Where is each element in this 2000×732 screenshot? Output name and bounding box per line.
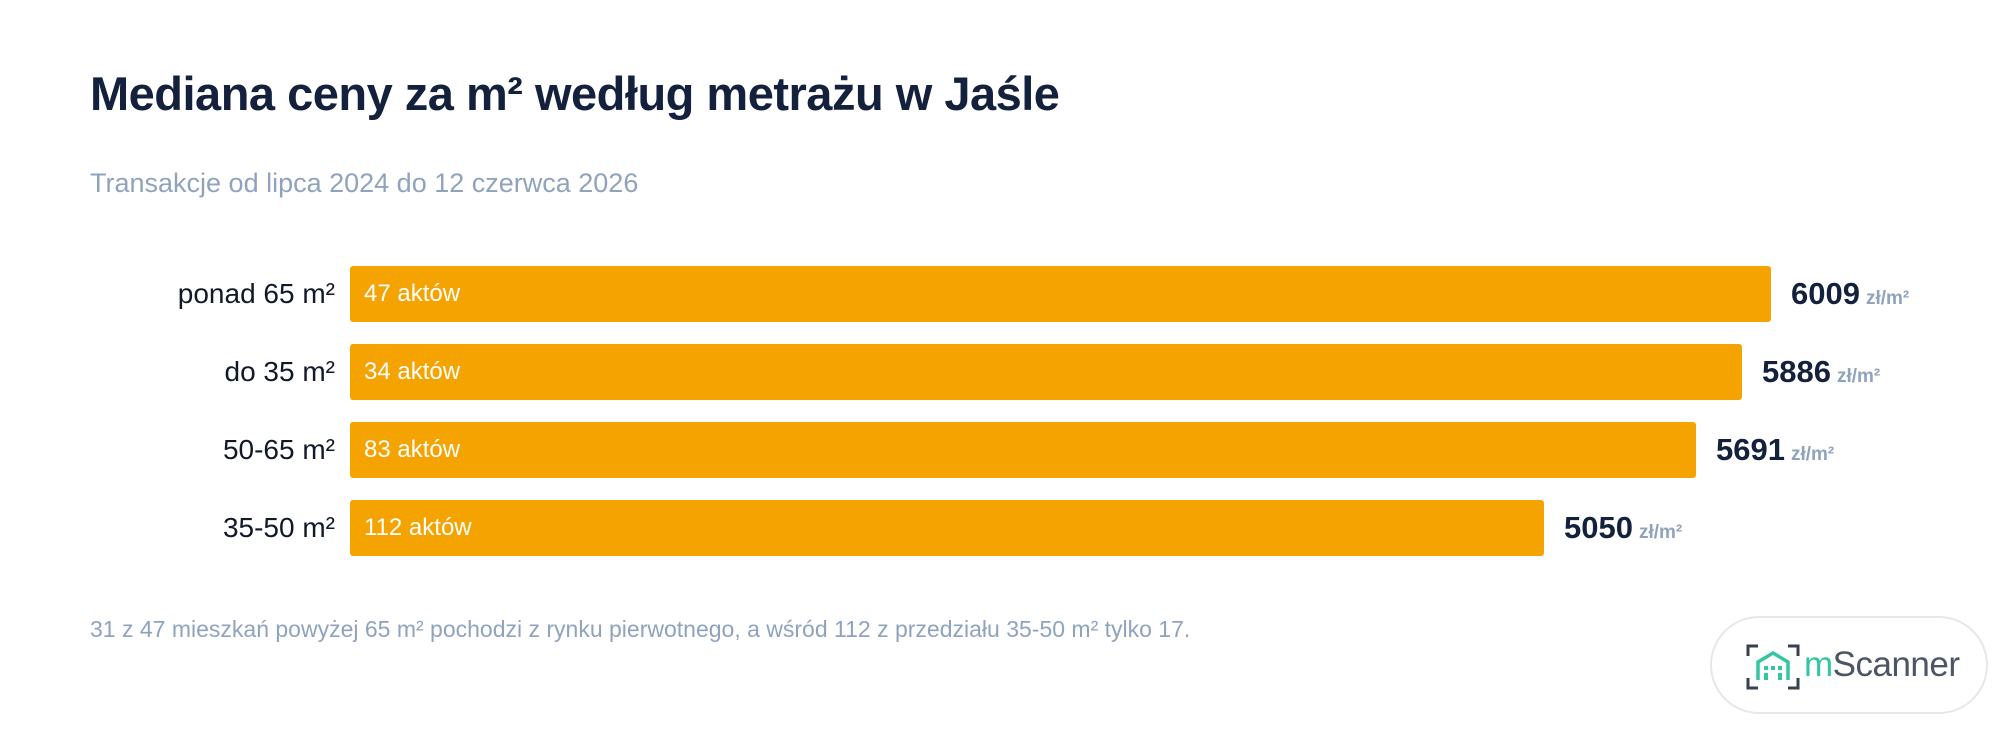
bar: 83 aktów <box>350 422 1696 478</box>
mscanner-logo: mScanner <box>1710 616 1988 714</box>
footnote: 31 z 47 mieszkań powyżej 65 m² pochodzi … <box>90 616 1191 642</box>
bar-count-label: 34 aktów <box>364 358 461 385</box>
value-number: 5050 <box>1564 510 1633 545</box>
bar-count-label: 83 aktów <box>364 436 461 463</box>
value-label: 6009 zł/m² <box>1791 266 1909 322</box>
bar-count-label: 112 aktów <box>364 514 472 541</box>
value-unit: zł/m² <box>1638 522 1683 543</box>
value-number: 5886 <box>1762 354 1831 389</box>
value-unit: zł/m² <box>1790 444 1835 465</box>
value-number: 6009 <box>1791 276 1860 311</box>
value-unit: zł/m² <box>1865 288 1910 309</box>
category-label: 35-50 m² <box>222 512 335 543</box>
logo-text: mScanner <box>1804 645 1960 684</box>
chart-title: Mediana ceny za m² według metrażu w Jaśl… <box>90 67 1060 120</box>
bar: 34 aktów <box>350 344 1742 400</box>
bar-row: ponad 65 m² 47 aktów 6009 zł/m² <box>0 266 2000 322</box>
bar-row: do 35 m² 34 aktów 5886 zł/m² <box>0 344 2000 400</box>
bar-row: 35-50 m² 112 aktów 5050 zł/m² <box>0 500 2000 556</box>
value-label: 5886 zł/m² <box>1762 344 1880 400</box>
value-unit: zł/m² <box>1836 366 1881 387</box>
bar: 47 aktów <box>350 266 1771 322</box>
value-label: 5050 zł/m² <box>1564 500 1682 556</box>
bar: 112 aktów <box>350 500 1544 556</box>
value-label: 5691 zł/m² <box>1716 422 1834 478</box>
chart-subtitle: Transakcje od lipca 2024 do 12 czerwca 2… <box>90 168 639 198</box>
category-label: 50-65 m² <box>222 434 335 465</box>
category-label: ponad 65 m² <box>177 278 335 309</box>
value-number: 5691 <box>1716 432 1785 467</box>
category-label: do 35 m² <box>224 356 336 387</box>
bar-row: 50-65 m² 83 aktów 5691 zł/m² <box>0 422 2000 478</box>
bar-count-label: 47 aktów <box>364 280 461 307</box>
house-bracket-icon <box>1746 644 1800 690</box>
